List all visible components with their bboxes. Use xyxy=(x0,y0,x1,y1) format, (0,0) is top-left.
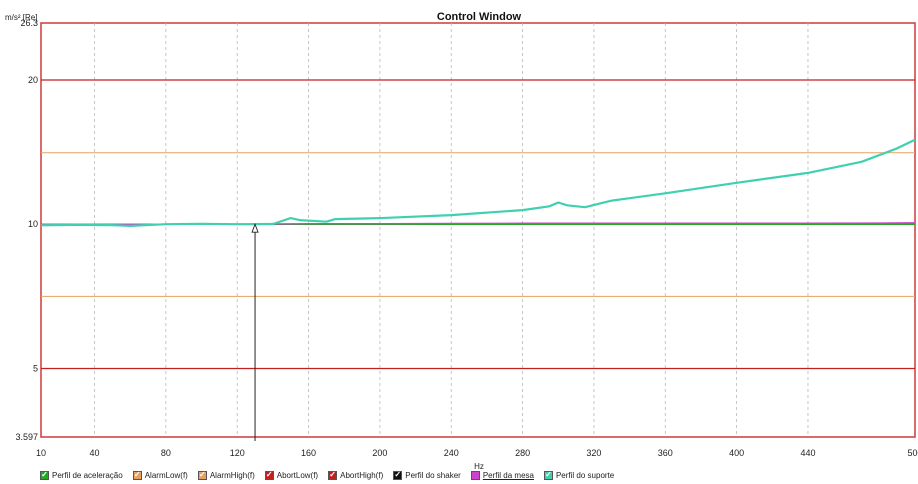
legend-label: AbortLow(f) xyxy=(277,471,318,480)
x-tick-label: 120 xyxy=(230,448,245,458)
y-tick-label: 3.597 xyxy=(15,432,38,442)
x-tick-label: 200 xyxy=(372,448,387,458)
checkbox-checked-icon[interactable]: ✓ xyxy=(265,471,274,480)
x-tick-label: 400 xyxy=(729,448,744,458)
y-tick-label: 5 xyxy=(33,363,38,373)
y-tick-label: 10 xyxy=(28,219,38,229)
checkbox-checked-icon[interactable]: ✓ xyxy=(133,471,142,480)
legend-item[interactable]: ✓ Perfil do shaker xyxy=(393,471,461,480)
x-tick-label: 10 xyxy=(36,448,46,458)
checkbox-checked-icon[interactable]: ✓ xyxy=(198,471,207,480)
legend-label: Perfil do suporte xyxy=(556,471,614,480)
x-tick-label: 80 xyxy=(161,448,171,458)
chart-title: Control Window xyxy=(437,11,522,23)
x-tick-label: 320 xyxy=(586,448,601,458)
legend-label: Perfil da mesa xyxy=(483,471,534,480)
legend-label: AlarmLow(f) xyxy=(145,471,188,480)
x-tick-label: 280 xyxy=(515,448,530,458)
legend: ✓ Perfil de aceleração ✓ AlarmLow(f) ✓ AlarmH… xyxy=(40,468,614,482)
legend-label: AlarmHigh(f) xyxy=(210,471,255,480)
legend-label: Perfil de aceleração xyxy=(52,471,123,480)
x-tick-label: 160 xyxy=(301,448,316,458)
checkbox-unchecked-icon[interactable] xyxy=(471,471,480,480)
checkbox-checked-icon[interactable]: ✓ xyxy=(40,471,49,480)
x-tick-label: 440 xyxy=(800,448,815,458)
legend-item[interactable]: ✓ AlarmLow(f) xyxy=(133,471,188,480)
legend-item[interactable]: ✓ AbortHigh(f) xyxy=(328,471,383,480)
x-tick-label: 500 xyxy=(907,448,918,458)
checkbox-checked-icon[interactable]: ✓ xyxy=(393,471,402,480)
legend-item[interactable]: ✓ Perfil do suporte xyxy=(544,471,614,480)
legend-item[interactable]: ✓ AlarmHigh(f) xyxy=(198,471,255,480)
y-tick-label: 20 xyxy=(28,75,38,85)
y-tick-labels: 26.3 20 10 5 3.597 xyxy=(15,18,38,442)
legend-label: AbortHigh(f) xyxy=(340,471,383,480)
plot-area[interactable] xyxy=(41,23,915,437)
checkbox-checked-icon[interactable]: ✓ xyxy=(544,471,553,480)
x-tick-label: 240 xyxy=(444,448,459,458)
legend-label: Perfil do shaker xyxy=(405,471,461,480)
x-tick-label: 40 xyxy=(90,448,100,458)
legend-item[interactable]: ✓ Perfil de aceleração xyxy=(40,471,123,480)
legend-item[interactable]: Perfil da mesa xyxy=(471,471,534,480)
checkbox-checked-icon[interactable]: ✓ xyxy=(328,471,337,480)
y-tick-label: 26.3 xyxy=(20,18,38,28)
x-tick-labels: 10 40 80 120 160 200 240 280 320 360 400 440 500 xyxy=(36,448,918,458)
legend-item[interactable]: ✓ AbortLow(f) xyxy=(265,471,318,480)
x-tick-label: 360 xyxy=(658,448,673,458)
